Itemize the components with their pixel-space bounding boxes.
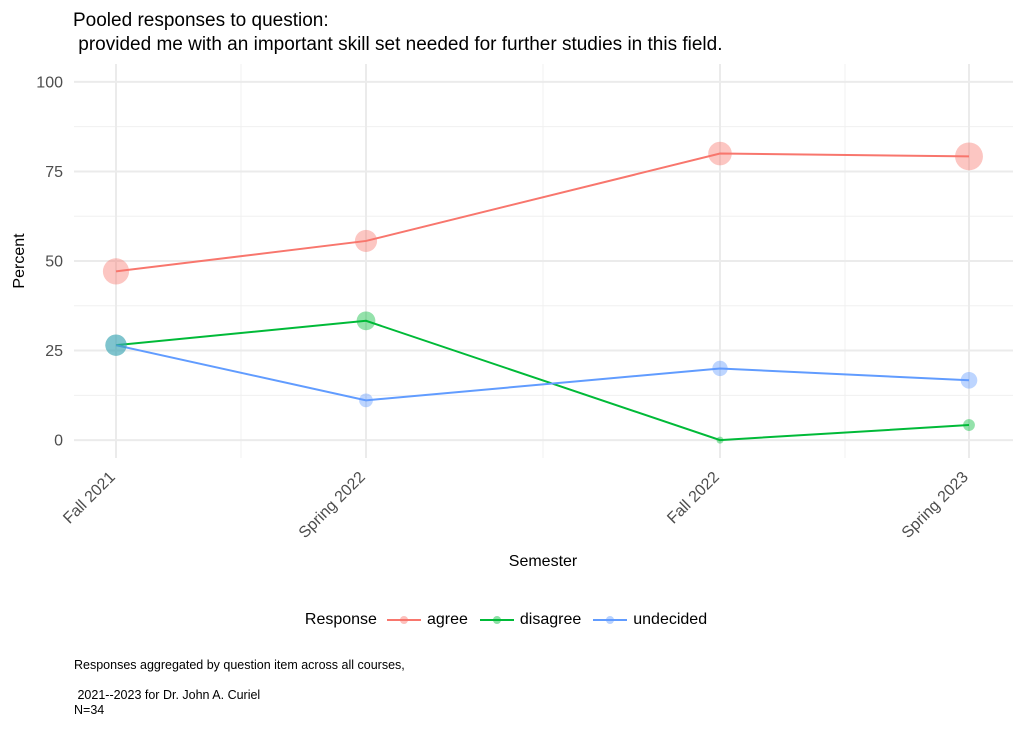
point-agree	[708, 141, 732, 166]
point-undecided	[712, 360, 728, 377]
point-undecided	[960, 371, 978, 389]
series-lines	[115, 152, 970, 442]
legend-item-disagree: disagree	[479, 611, 582, 629]
y-tick-label: 25	[45, 343, 63, 360]
y-tick-label: 75	[45, 164, 63, 181]
y-tick-label: 50	[45, 254, 63, 271]
x-axis-tick-labels: Fall 2021 Spring 2022 Fall 2022 Spring 2023	[60, 469, 972, 542]
point-undecided	[105, 334, 127, 356]
y-tick-label: 0	[54, 433, 63, 450]
legend-item-undecided: undecided	[593, 611, 707, 629]
point-agree	[354, 229, 378, 253]
series-line-undecided	[115, 344, 970, 402]
x-tick-label: Spring 2022	[296, 469, 369, 542]
y-tick-label: 100	[36, 74, 63, 91]
point-disagree	[105, 334, 127, 356]
legend-label-undecided: undecided	[633, 611, 708, 628]
legend-swatch-undecided	[593, 616, 628, 624]
y-axis-label: Percent	[11, 233, 28, 289]
x-tick-label: Fall 2021	[60, 469, 119, 528]
chart-title: Pooled responses to question: provided m…	[73, 10, 723, 55]
y-axis-tick-labels: 0 25 50 75 100	[36, 74, 63, 449]
legend-label-disagree: disagree	[519, 611, 582, 628]
point-agree	[102, 258, 130, 285]
point-disagree	[716, 436, 724, 444]
point-disagree	[963, 419, 975, 431]
legend: Response agree disagree undecided	[0, 611, 1024, 629]
point-undecided	[359, 393, 373, 408]
x-axis-label: Semester	[509, 553, 578, 570]
legend-swatch-disagree	[479, 616, 514, 624]
point-disagree	[356, 311, 376, 331]
series-line-disagree	[115, 319, 970, 442]
point-agree	[955, 142, 983, 171]
x-tick-label: Spring 2023	[899, 469, 972, 542]
x-tick-label: Fall 2022	[664, 469, 723, 528]
legend-swatch-agree	[386, 616, 421, 624]
series-line-agree	[115, 152, 970, 273]
legend-label-agree: agree	[426, 611, 468, 628]
legend-title: Response	[304, 611, 377, 628]
major-gridlines	[74, 64, 1013, 458]
series-points	[102, 141, 983, 444]
chart-caption: Responses aggregated by question item ac…	[74, 658, 405, 717]
legend-item-agree: agree	[386, 611, 468, 629]
